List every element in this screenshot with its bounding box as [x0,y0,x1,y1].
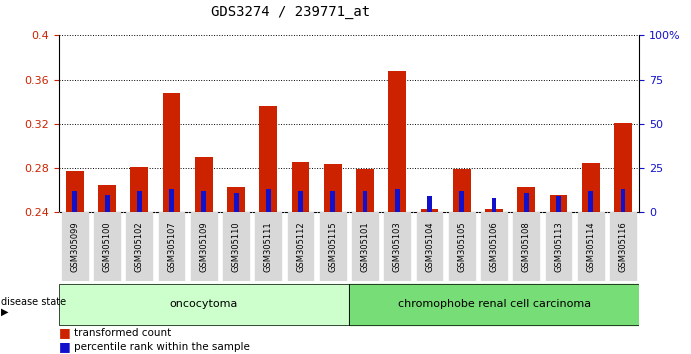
Bar [298,191,303,212]
Bar [513,212,539,281]
Text: ■: ■ [59,341,70,353]
Text: percentile rank within the sample: percentile rank within the sample [74,342,250,352]
Bar [104,195,109,212]
Bar [491,198,496,212]
Bar [485,209,503,212]
Text: GSM305107: GSM305107 [167,222,176,272]
Bar [614,123,632,212]
Bar [137,191,142,212]
Text: GSM305110: GSM305110 [231,222,240,272]
Bar [59,284,349,325]
Bar [227,187,245,212]
Text: GSM305114: GSM305114 [586,222,596,272]
Bar [578,212,604,281]
Bar [159,212,184,281]
Text: GSM305100: GSM305100 [102,222,112,272]
Text: GSM305101: GSM305101 [361,222,370,272]
Bar [66,171,84,212]
Text: disease state: disease state [1,297,66,307]
Text: GDS3274 / 239771_at: GDS3274 / 239771_at [211,5,370,19]
Bar [349,284,639,325]
Text: transformed count: transformed count [74,328,171,338]
Bar [453,169,471,212]
Text: GSM305111: GSM305111 [264,222,273,272]
Bar [59,284,349,325]
Bar [621,189,625,212]
Bar [481,212,507,281]
Bar [330,191,335,212]
Bar [223,212,249,281]
Bar [234,193,238,212]
Bar [610,212,636,281]
Bar [256,212,281,281]
Bar [349,284,639,325]
Bar [191,212,217,281]
Text: GSM305116: GSM305116 [618,222,627,272]
Bar [259,106,277,212]
Bar [460,191,464,212]
Text: GSM305108: GSM305108 [522,222,531,272]
Bar [201,191,206,212]
Bar [395,189,399,212]
Bar [73,191,77,212]
Bar [131,167,148,212]
Bar [549,195,567,212]
Bar [427,196,432,212]
Bar [352,212,378,281]
Bar [582,162,600,212]
Text: ■: ■ [59,326,70,339]
Bar [126,212,152,281]
Bar [417,212,442,281]
Bar [524,193,529,212]
Bar [62,212,88,281]
Bar [449,212,475,281]
Bar [518,187,535,212]
Text: GSM305099: GSM305099 [70,222,79,272]
Text: GSM305106: GSM305106 [489,222,499,272]
Text: GSM305113: GSM305113 [554,222,563,272]
Bar [588,191,593,212]
Bar [421,209,438,212]
Bar [320,212,346,281]
Text: GSM305112: GSM305112 [296,222,305,272]
Bar [94,212,120,281]
Text: chromophobe renal cell carcinoma: chromophobe renal cell carcinoma [397,299,591,309]
Bar [287,212,314,281]
Text: ▶: ▶ [1,306,8,316]
Text: GSM305103: GSM305103 [392,222,402,272]
Bar [169,189,174,212]
Bar [292,161,310,212]
Bar [98,185,116,212]
Bar [324,164,341,212]
Bar [195,157,213,212]
Bar [266,189,271,212]
Bar [363,191,368,212]
Text: GSM305115: GSM305115 [328,222,337,272]
Text: GSM305105: GSM305105 [457,222,466,272]
Bar [357,169,374,212]
Text: GSM305102: GSM305102 [135,222,144,272]
Bar [556,196,561,212]
Text: GSM305104: GSM305104 [425,222,434,272]
Bar [163,93,180,212]
Bar [384,212,410,281]
Bar [546,212,571,281]
Bar [388,71,406,212]
Text: oncocytoma: oncocytoma [170,299,238,309]
Text: GSM305109: GSM305109 [199,222,209,272]
